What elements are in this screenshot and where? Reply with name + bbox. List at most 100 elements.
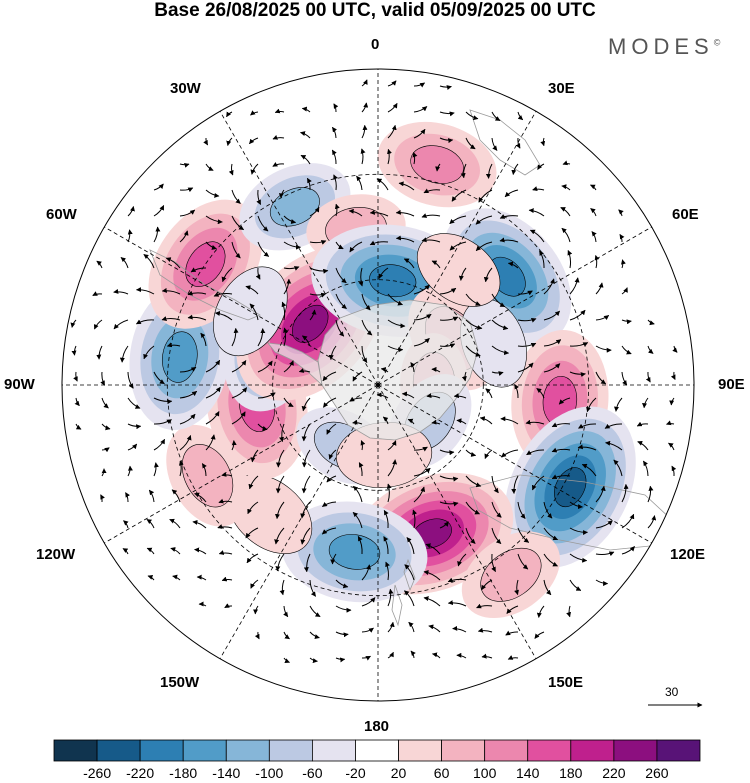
wind-vector: [543, 579, 552, 596]
wind-vector: [387, 319, 406, 329]
wind-vector: [231, 241, 241, 259]
wind-vector: [569, 309, 586, 321]
wind-vector: [621, 287, 628, 295]
wind-vector: [387, 345, 404, 353]
wind-vector: [146, 547, 155, 555]
wind-vector: [153, 183, 164, 191]
wind-vector: [465, 137, 476, 150]
wind-vector: [439, 316, 459, 322]
wind-vector: [456, 652, 467, 659]
wind-vector: [605, 440, 623, 451]
wind-vector: [465, 475, 482, 488]
wind-vector: [569, 527, 588, 536]
wind-vector: [483, 267, 493, 283]
colorbar-tick-label: -140: [212, 765, 241, 781]
wind-vector: [330, 553, 337, 565]
wind-vector: [101, 447, 110, 453]
wind-vector: [383, 536, 389, 555]
wind-vector: [447, 600, 467, 607]
wind-vector: [231, 387, 248, 399]
meridian-line: [104, 384, 379, 544]
wind-vector: [387, 80, 397, 87]
wind-vector: [153, 205, 165, 217]
wind-vector: [301, 449, 311, 468]
wind-vector: [517, 317, 537, 323]
wind-vector: [413, 446, 428, 452]
wind-vector: [335, 267, 347, 284]
wind-vector: [439, 521, 449, 529]
meridian-line: [377, 111, 537, 386]
wind-vector: [515, 137, 521, 149]
wind-vector: [465, 319, 483, 330]
wind-vector: [618, 209, 624, 217]
wind-vector: [539, 250, 545, 269]
wind-vector: [309, 309, 317, 321]
brand-name: MODES: [608, 34, 714, 59]
wind-vector: [387, 124, 397, 139]
wind-vector: [361, 124, 368, 139]
colorbar-tick-label: 260: [645, 765, 669, 781]
wind-vector: [335, 579, 349, 589]
wind-vector: [166, 342, 181, 348]
wind-vectors: [70, 79, 678, 664]
wind-vector: [594, 255, 600, 269]
wind-vector: [451, 189, 467, 202]
wind-vector: [569, 371, 586, 378]
wind-vector: [358, 267, 364, 287]
wind-vector: [361, 79, 368, 87]
wind-vector: [435, 163, 441, 172]
wind-vector: [439, 475, 459, 482]
wind-vector: [257, 423, 268, 431]
wind-vector: [376, 392, 389, 399]
wind-vector: [179, 162, 190, 168]
wind-vector: [300, 131, 311, 139]
wind-vector: [413, 284, 430, 295]
lon-label-30w: 30W: [170, 80, 201, 97]
wind-vector: [120, 257, 129, 269]
wind-vector: [476, 603, 493, 609]
wind-vector: [93, 319, 103, 330]
wind-vector: [507, 261, 519, 269]
wind-vector: [569, 342, 589, 347]
wind-vector: [231, 189, 241, 204]
wind-vector: [595, 282, 604, 295]
wind-vector: [272, 162, 285, 167]
wind-vector: [449, 215, 467, 225]
wind-vector: [301, 335, 311, 347]
wind-vector: [387, 440, 397, 451]
wind-vector: [231, 440, 237, 451]
wind-vector: [647, 319, 655, 326]
wind-vector: [272, 135, 285, 140]
wind-vector: [491, 293, 506, 308]
wind-vector: [431, 366, 441, 373]
wind-vector: [458, 267, 467, 281]
anomaly-contour: [181, 444, 234, 508]
lon-label-120e: 120E: [670, 546, 706, 563]
wind-vector: [499, 214, 519, 219]
wind-vector: [636, 421, 649, 427]
wind-vector: [361, 345, 368, 364]
wind-vector: [569, 553, 588, 563]
wind-vector: [410, 650, 416, 659]
wind-vector: [96, 345, 103, 360]
wind-vector: [614, 397, 623, 412]
wind-vector: [113, 319, 129, 330]
wind-vector: [543, 363, 561, 373]
colorbar-tick-label: -180: [169, 765, 198, 781]
wind-vector: [485, 163, 493, 179]
anomaly-contour: [185, 241, 226, 287]
wind-vector: [517, 527, 530, 543]
wind-vector: [127, 443, 138, 451]
wind-vector: [431, 419, 441, 425]
wind-vector: [200, 332, 207, 347]
wind-vector: [283, 278, 292, 295]
wind-vector: [369, 209, 389, 217]
wind-vector: [398, 181, 415, 191]
wind-vector: [457, 553, 467, 567]
wind-vector: [231, 215, 245, 231]
wind-vector: [358, 462, 364, 477]
wind-vector: [205, 434, 216, 451]
wind-vector: [412, 152, 418, 165]
lon-label-150e: 150E: [548, 674, 584, 691]
wind-vector: [218, 550, 233, 555]
